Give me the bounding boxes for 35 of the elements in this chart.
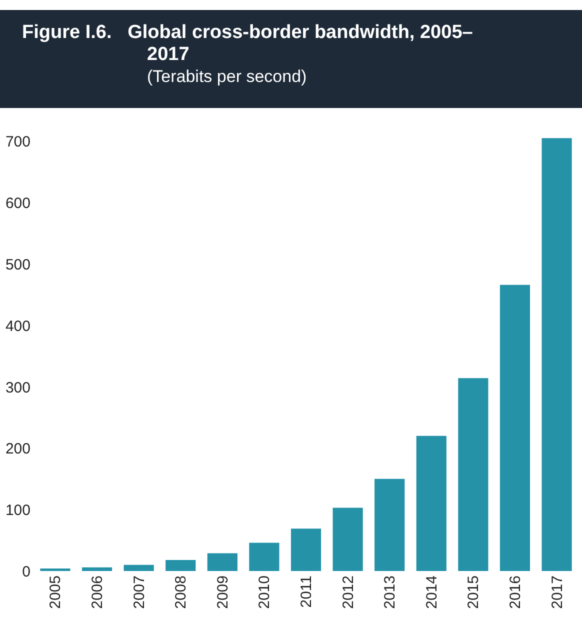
y-tick-label: 300 [5,379,30,396]
x-tick-label: 2013 [382,576,399,609]
bar [82,567,112,571]
bar [124,564,154,571]
x-tick-label: 2017 [548,576,566,609]
bar [290,528,322,571]
x-tick-label: 2007 [130,576,148,609]
bar [500,284,530,571]
x-tick-label: 2014 [423,576,440,609]
y-tick-label: 700 [5,134,30,151]
bar [207,553,238,571]
x-tick-label: 2011 [298,576,315,608]
y-tick-label: 400 [5,318,30,335]
bar [542,138,572,571]
y-tick-label: 100 [5,502,30,520]
y-tick-label: 0 [22,564,30,580]
x-tick-label: 2012 [340,576,357,609]
bar [166,560,196,571]
x-tick-label: 2010 [256,576,274,609]
bar [374,478,405,571]
bar [332,508,363,571]
x-tick-label: 2008 [172,576,190,609]
bar [416,436,446,571]
x-tick-label: 2009 [214,576,232,609]
y-tick-label: 200 [5,440,30,458]
bar [458,378,488,571]
x-tick-label: 2005 [47,576,64,609]
x-tick-label: 2015 [465,576,482,609]
x-tick-label: 2016 [506,576,524,609]
y-tick-label: 600 [5,195,30,212]
bar [249,542,280,571]
chart-subtitle: (Terabits per second) [146,66,308,88]
x-tick-label: 2006 [89,576,106,609]
y-tick-label: 500 [5,256,30,274]
chart-title: Figure I.6. Global cross-border bandwidth, 2005–2017 [22,22,474,66]
